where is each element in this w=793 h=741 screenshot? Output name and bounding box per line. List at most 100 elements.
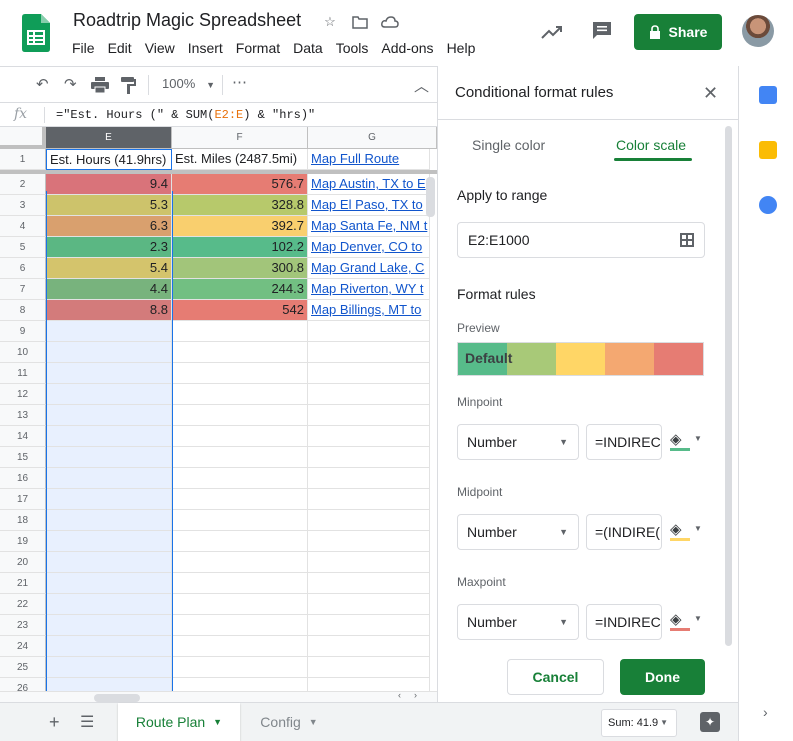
close-icon[interactable]: ✕ [703, 83, 719, 103]
cloud-status-icon[interactable] [380, 12, 400, 32]
cell-empty[interactable] [46, 363, 172, 384]
cell-empty[interactable] [172, 573, 308, 594]
cell-est-hours[interactable]: 2.3 [46, 237, 172, 258]
scroll-right-icon[interactable]: › [414, 690, 417, 700]
tab-color-scale[interactable]: Color scale [616, 137, 687, 153]
cell-empty[interactable] [308, 468, 430, 489]
row-number[interactable]: 12 [0, 384, 46, 405]
formula-input[interactable]: ="Est. Hours (" & SUM(E2:E) & "hrs)" [56, 108, 315, 122]
activity-trend-icon[interactable] [540, 20, 564, 44]
row-number[interactable]: 9 [0, 321, 46, 342]
paint-format-icon[interactable] [120, 77, 136, 94]
cell-est-miles[interactable]: 542 [172, 300, 308, 321]
cell-empty[interactable] [172, 426, 308, 447]
cell-map-link[interactable]: Map Austin, TX to E [308, 174, 430, 195]
redo-icon[interactable]: ↷ [64, 76, 77, 93]
minpoint-color-picker[interactable]: ◈ ▼ [668, 428, 702, 456]
row-number[interactable]: 8 [0, 300, 46, 321]
cell-empty[interactable] [308, 510, 430, 531]
maxpoint-type-select[interactable]: Number ▼ [457, 604, 579, 640]
menu-file[interactable]: File [72, 40, 95, 56]
cell-empty[interactable] [308, 384, 430, 405]
cell-empty[interactable] [172, 321, 308, 342]
collapse-menu-icon[interactable]: ︿ [414, 78, 430, 95]
menu-format[interactable]: Format [235, 40, 281, 56]
horizontal-scrollbar[interactable]: ‹ › [0, 690, 437, 703]
column-header-g[interactable]: G [308, 127, 437, 149]
more-options-icon[interactable]: ⋯ [232, 74, 247, 91]
cell-empty[interactable] [308, 573, 430, 594]
all-sheets-icon[interactable]: ☰ [80, 714, 95, 731]
cell-empty[interactable] [46, 573, 172, 594]
keep-icon[interactable] [759, 141, 777, 159]
cell-empty[interactable] [172, 657, 308, 678]
minpoint-type-select[interactable]: Number ▼ [457, 424, 579, 460]
cell-empty[interactable] [308, 447, 430, 468]
row-number[interactable]: 7 [0, 279, 46, 300]
cell-empty[interactable] [172, 489, 308, 510]
cell-map-link[interactable]: Map Grand Lake, C [308, 258, 430, 279]
undo-icon[interactable]: ↶ [36, 76, 49, 93]
star-icon[interactable]: ☆ [324, 14, 336, 29]
row-number[interactable]: 15 [0, 447, 46, 468]
cell-empty[interactable] [46, 468, 172, 489]
sheet-tab-route-plan[interactable]: Route Plan ▼ [118, 703, 240, 741]
cell-empty[interactable] [308, 321, 430, 342]
cancel-button[interactable]: Cancel [507, 659, 604, 695]
cell-empty[interactable] [46, 594, 172, 615]
row-number[interactable]: 1 [0, 149, 46, 170]
cell-empty[interactable] [46, 384, 172, 405]
calendar-icon[interactable] [759, 86, 777, 104]
cell-empty[interactable] [172, 552, 308, 573]
cell-empty[interactable] [172, 384, 308, 405]
menu-help[interactable]: Help [446, 40, 476, 56]
cell-est-hours[interactable]: 8.8 [46, 300, 172, 321]
cell-empty[interactable] [46, 636, 172, 657]
cell-empty[interactable] [46, 657, 172, 678]
row-number[interactable]: 2 [0, 174, 46, 195]
sum-indicator[interactable]: Sum: 41.9 ▼ [601, 709, 677, 737]
row-number[interactable]: 17 [0, 489, 46, 510]
explore-icon[interactable]: ✦ [700, 712, 720, 732]
cell-map-link[interactable]: Map Billings, MT to [308, 300, 430, 321]
done-button[interactable]: Done [620, 659, 705, 695]
chevron-right-icon[interactable]: › [763, 704, 768, 720]
cell-est-miles[interactable]: 244.3 [172, 279, 308, 300]
midpoint-value-input[interactable]: =(INDIRE( [586, 514, 662, 550]
tab-single-color[interactable]: Single color [472, 137, 546, 153]
cell-empty[interactable] [46, 405, 172, 426]
row-number[interactable]: 21 [0, 573, 46, 594]
row-number[interactable]: 22 [0, 594, 46, 615]
color-scale-preview[interactable] [457, 342, 704, 376]
cell-empty[interactable] [308, 615, 430, 636]
horizontal-scroll-thumb[interactable] [94, 694, 140, 702]
cell-empty[interactable] [46, 552, 172, 573]
midpoint-color-picker[interactable]: ◈ ▼ [668, 518, 702, 546]
cell-empty[interactable] [308, 405, 430, 426]
cell-empty[interactable] [172, 678, 308, 691]
cell-empty[interactable] [46, 489, 172, 510]
row-number[interactable]: 26 [0, 678, 46, 691]
cell-empty[interactable] [308, 636, 430, 657]
cell-empty[interactable] [308, 594, 430, 615]
maxpoint-color-picker[interactable]: ◈ ▼ [668, 608, 702, 636]
cell-empty[interactable] [172, 594, 308, 615]
cell-empty[interactable] [46, 342, 172, 363]
cell-est-hours[interactable]: 6.3 [46, 216, 172, 237]
cell-e1[interactable]: Est. Hours (41.9hrs) [46, 149, 172, 170]
cell-empty[interactable] [172, 405, 308, 426]
sheets-logo-icon[interactable] [22, 14, 50, 52]
select-all-corner[interactable] [0, 127, 46, 149]
row-number[interactable]: 3 [0, 195, 46, 216]
cell-empty[interactable] [308, 489, 430, 510]
cell-empty[interactable] [172, 342, 308, 363]
cell-empty[interactable] [172, 468, 308, 489]
cell-empty[interactable] [46, 678, 172, 691]
cell-est-miles[interactable]: 102.2 [172, 237, 308, 258]
row-number[interactable]: 5 [0, 237, 46, 258]
cell-empty[interactable] [46, 510, 172, 531]
cell-empty[interactable] [46, 447, 172, 468]
cell-est-miles[interactable]: 576.7 [172, 174, 308, 195]
cell-map-link[interactable]: Map El Paso, TX to [308, 195, 430, 216]
document-title[interactable]: Roadtrip Magic Spreadsheet [73, 10, 302, 30]
